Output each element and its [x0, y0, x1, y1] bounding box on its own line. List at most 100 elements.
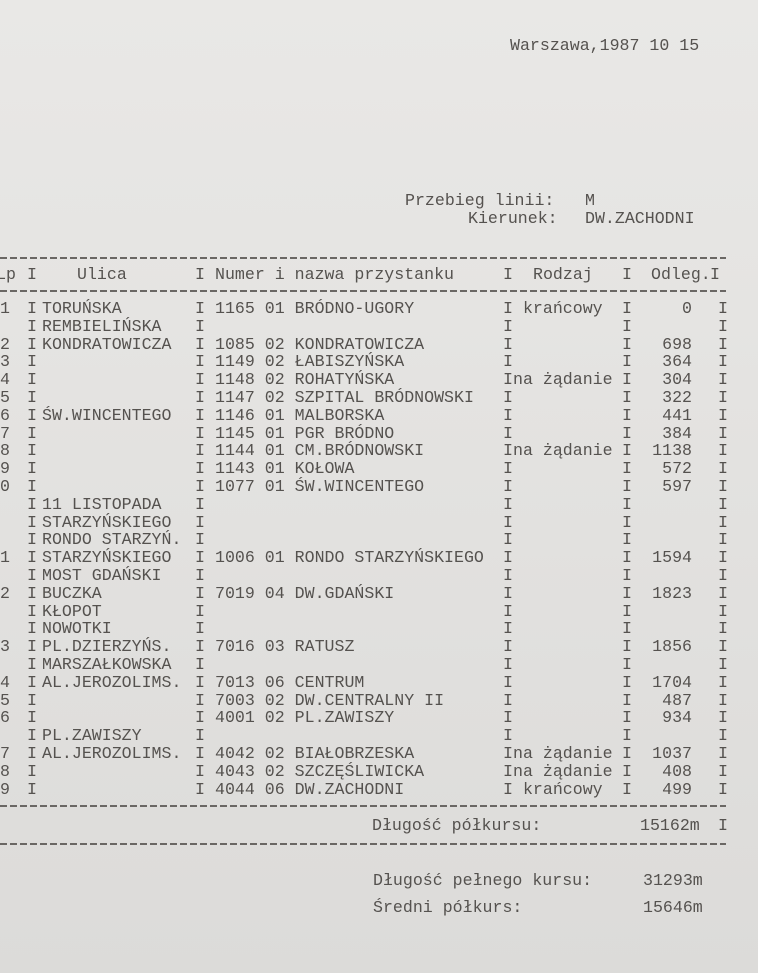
col-przystanek: Numer i nazwa przystanku	[215, 265, 454, 284]
separator: I	[622, 405, 632, 425]
separator: I	[622, 708, 632, 728]
separator: I	[195, 779, 205, 799]
cell-ulica: NOWOTKI	[42, 619, 112, 639]
cell-rodzaj: krańcowy	[513, 779, 603, 799]
separator: I	[503, 530, 513, 550]
route-table: 1 I TORUŃSKA I 1165 01 BRÓDNO-UGORY I krańcow…	[0, 299, 758, 799]
separator: I	[195, 512, 205, 532]
cell-odleg: 384	[662, 423, 692, 443]
table-row: 5 I I 7003 02 DW.CENTRALNY II I I 487 I	[0, 690, 758, 710]
separator: I	[718, 619, 728, 639]
cell-przystanek: 1143 01 KOŁOWA	[215, 459, 355, 479]
separator: I	[503, 459, 513, 479]
cell-przystanek: 1146 01 MALBORSKA	[215, 405, 385, 425]
separator: I	[195, 672, 205, 692]
cell-odleg: 304	[662, 370, 692, 390]
cell-przystanek: 4001 02 PL.ZAWISZY	[215, 708, 395, 728]
separator: I	[27, 619, 37, 639]
separator: I	[195, 476, 205, 496]
full-course-value: 31293m	[643, 871, 703, 890]
cell-lp: 4	[0, 370, 10, 390]
separator: I	[27, 423, 37, 443]
separator: I	[622, 316, 632, 336]
separator: I	[503, 423, 513, 443]
separator: I	[27, 637, 37, 657]
separator: I	[622, 672, 632, 692]
separator: I	[503, 494, 513, 514]
divider	[0, 805, 726, 807]
separator: I	[710, 265, 720, 284]
cell-ulica: ŚW.WINCENTEGO	[42, 405, 172, 425]
separator: I	[718, 672, 728, 692]
cell-przystanek: 1144 01 CM.BRÓDNOWSKI	[215, 441, 425, 461]
table-row: 6 I I 4001 02 PL.ZAWISZY I I 934 I	[0, 709, 758, 727]
separator: I	[27, 690, 37, 710]
col-rodzaj: Rodzaj	[533, 265, 593, 284]
separator: I	[503, 405, 513, 425]
cell-ulica: STARZYŃSKIEGO	[42, 548, 172, 568]
divider	[0, 843, 726, 845]
direction-value: DW.ZACHODNI	[585, 209, 695, 228]
table-row: I KŁOPOT I I I I	[0, 601, 758, 621]
cell-lp: 9	[0, 459, 10, 479]
separator: I	[503, 672, 513, 692]
separator: I	[503, 779, 513, 799]
separator: I	[503, 619, 513, 639]
separator: I	[503, 299, 513, 318]
cell-lp: 3	[0, 637, 10, 657]
cell-lp: 5	[0, 387, 10, 407]
separator: I	[718, 743, 728, 763]
separator: I	[718, 512, 728, 532]
cell-ulica: REMBIELIŃSKA	[42, 316, 162, 336]
separator: I	[27, 726, 37, 746]
cell-odleg: 1704	[652, 672, 692, 692]
separator: I	[622, 654, 632, 674]
separator: I	[27, 601, 37, 621]
table-row: 5 I I 1147 02 SZPITAL BRÓDNOWSKI I I 322 I	[0, 387, 758, 407]
separator: I	[195, 601, 205, 621]
separator: I	[27, 316, 37, 336]
cell-odleg: 0	[682, 299, 692, 318]
separator: I	[718, 601, 728, 621]
separator: I	[195, 565, 205, 585]
separator: I	[718, 690, 728, 710]
table-row: I PL.ZAWISZY I I I I	[0, 727, 758, 745]
separator: I	[718, 494, 728, 514]
divider	[0, 257, 726, 259]
separator: I	[622, 637, 632, 657]
place-date: Warszawa,1987 10 15	[510, 36, 700, 55]
separator: I	[27, 672, 37, 692]
separator: I	[503, 334, 513, 354]
separator: I	[195, 494, 205, 514]
table-row: 2 I KONDRATOWICZA I 1085 02 KONDRATOWICZA I I 6…	[0, 334, 758, 354]
cell-odleg: 1138	[652, 441, 692, 461]
cell-lp: 6	[0, 405, 10, 425]
separator: I	[622, 761, 632, 781]
separator: I	[622, 476, 632, 496]
separator: I	[27, 708, 37, 728]
separator: I	[503, 265, 513, 284]
separator: I	[27, 583, 37, 603]
separator: I	[503, 743, 513, 763]
separator: I	[503, 316, 513, 336]
separator: I	[718, 476, 728, 496]
cell-odleg: 597	[662, 476, 692, 496]
cell-rodzaj: na żądanie	[513, 370, 613, 390]
cell-ulica: MARSZAŁKOWSKA	[42, 654, 172, 674]
cell-odleg: 1037	[652, 743, 692, 763]
cell-przystanek: 7013 06 CENTRUM	[215, 672, 365, 692]
separator: I	[503, 761, 513, 781]
cell-przystanek: 1145 01 PGR BRÓDNO	[215, 423, 395, 443]
separator: I	[27, 548, 37, 568]
cell-ulica: RONDO STARZYŃ.	[42, 530, 182, 550]
cell-odleg: 441	[662, 405, 692, 425]
separator: I	[195, 459, 205, 479]
table-row: I MOST GDAŃSKI I I I I	[0, 565, 758, 585]
cell-ulica: KŁOPOT	[42, 601, 102, 621]
table-row: 4 I AL.JEROZOLIMS. I 7013 06 CENTRUM I I 1704 I	[0, 672, 758, 692]
separator: I	[27, 299, 37, 318]
cell-przystanek: 1149 02 ŁABISZYŃSKA	[215, 352, 405, 372]
separator: I	[27, 405, 37, 425]
